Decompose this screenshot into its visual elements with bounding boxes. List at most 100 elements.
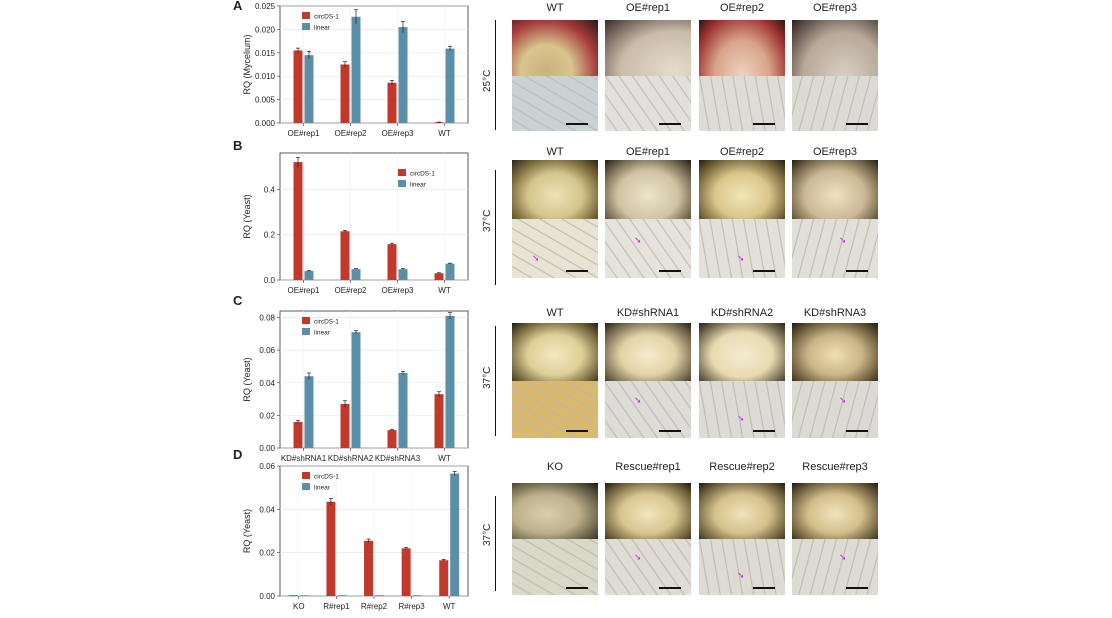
photo-label: Rescue#rep1	[615, 461, 681, 473]
cell-image	[792, 539, 878, 595]
micrograph-tile: ➘	[605, 323, 691, 438]
scale-bar	[753, 123, 775, 125]
colony-image	[605, 160, 691, 219]
y-tick-label: 0.02	[259, 549, 275, 558]
colony-image	[699, 160, 785, 219]
bar	[445, 315, 455, 448]
legend-label: linear	[314, 25, 331, 32]
cell-image	[699, 380, 785, 438]
scale-bar	[846, 587, 868, 589]
photo-label: WT	[546, 307, 564, 319]
micrograph-tile: ➘	[792, 483, 878, 595]
colony-image	[792, 20, 878, 76]
legend-swatch	[398, 180, 406, 187]
x-tick-label: OE#rep3	[381, 286, 414, 295]
colony-image	[605, 483, 691, 539]
temperature-line	[495, 326, 496, 436]
bar	[304, 270, 314, 280]
legend-label: circDS-1	[314, 474, 339, 481]
x-tick-label: OE#rep1	[287, 129, 320, 138]
x-tick-label: OE#rep2	[334, 286, 367, 295]
y-tick-label: 0.020	[255, 25, 276, 34]
arrow-marker: ➘	[737, 570, 745, 580]
micrograph-tile	[699, 20, 785, 131]
photo-label: KD#shRNA3	[803, 307, 867, 319]
x-tick-label: WT	[438, 454, 451, 463]
bar	[351, 16, 361, 123]
bar-chart-a: 0.000 0.005 0.010 0.015 0.020 0.025 OE#rep1 OE#…	[242, 2, 469, 138]
y-tick-label: 0.000	[255, 119, 276, 128]
legend-swatch	[302, 483, 310, 490]
panel-a: A 0.000 0.005 0.010 0.015 0.020 0.025 OE#rep1 O…	[0, 0, 1112, 150]
colony-image	[512, 160, 598, 219]
temperature-label: 37°C	[482, 209, 493, 232]
micrograph-tile: ➘	[792, 160, 878, 278]
x-tick-label: KD#shRNA2	[328, 454, 374, 463]
legend-label: linear	[410, 182, 427, 189]
y-tick-label: 0.4	[264, 185, 276, 194]
photo-label: OE#rep2	[719, 2, 765, 14]
colony-image	[699, 483, 785, 539]
x-tick-label: OE#rep1	[287, 286, 320, 295]
bar	[340, 231, 350, 280]
scale-bar	[659, 270, 681, 272]
y-axis-label: RQ (Mycelium)	[242, 34, 252, 94]
photo-label: WT	[546, 2, 564, 14]
cell-image	[605, 75, 691, 131]
photo-label: OE#rep3	[812, 146, 858, 158]
bar	[293, 421, 303, 448]
x-tick-label: KD#shRNA1	[281, 454, 327, 463]
bar	[450, 473, 460, 596]
cell-image	[699, 539, 785, 595]
micrograph-tile: ➘	[699, 160, 785, 278]
bar	[398, 372, 408, 448]
scale-bar	[566, 270, 588, 272]
x-tick-label: OE#rep2	[334, 129, 367, 138]
panel-letter: A	[233, 0, 243, 13]
scale-bar	[566, 123, 588, 125]
x-tick-label: WT	[438, 129, 451, 138]
plot-frame	[279, 152, 469, 281]
cell-image	[605, 380, 691, 438]
arrow-marker: ➘	[737, 413, 745, 423]
bar	[434, 394, 444, 448]
y-tick-label: 0.025	[255, 2, 276, 11]
y-tick-label: 0.06	[259, 346, 275, 355]
micrograph-tile: ➘	[699, 323, 785, 438]
y-tick-label: 0.0	[264, 276, 276, 285]
photo-label: Rescue#rep3	[802, 461, 868, 473]
photo-label: KD#shRNA2	[710, 307, 774, 319]
bar	[326, 501, 336, 596]
legend-label: circDS-1	[314, 319, 339, 326]
scale-bar	[659, 123, 681, 125]
micrograph-tile	[512, 323, 598, 438]
scale-bar	[753, 430, 775, 432]
y-axis-label: RQ (Yeast)	[242, 509, 252, 553]
scale-bar	[753, 587, 775, 589]
colony-image	[512, 483, 598, 539]
colony-image	[512, 323, 598, 381]
micrograph-tile	[512, 483, 598, 595]
y-tick-label: 0.04	[259, 379, 275, 388]
cell-image	[792, 219, 878, 278]
bar	[337, 595, 347, 596]
bar	[293, 162, 303, 280]
y-axis-label: RQ (Yeast)	[242, 194, 252, 238]
y-tick-label: 0.00	[259, 444, 275, 453]
y-tick-label: 0.08	[259, 314, 275, 323]
bar	[434, 273, 444, 280]
bar	[445, 263, 455, 280]
x-tick-label: KD#shRNA3	[375, 454, 421, 463]
panel-letter: B	[233, 138, 243, 153]
scale-bar	[566, 430, 588, 432]
cell-image	[512, 380, 598, 438]
colony-image	[605, 20, 691, 76]
colony-image	[512, 20, 598, 76]
arrow-marker: ➘	[532, 253, 540, 263]
temperature-label: 37°C	[482, 523, 493, 546]
arrow-marker: ➘	[839, 235, 847, 245]
y-tick-label: 0.00	[259, 592, 275, 601]
cell-image	[792, 75, 878, 131]
cell-image	[699, 75, 785, 131]
bar	[364, 540, 373, 596]
